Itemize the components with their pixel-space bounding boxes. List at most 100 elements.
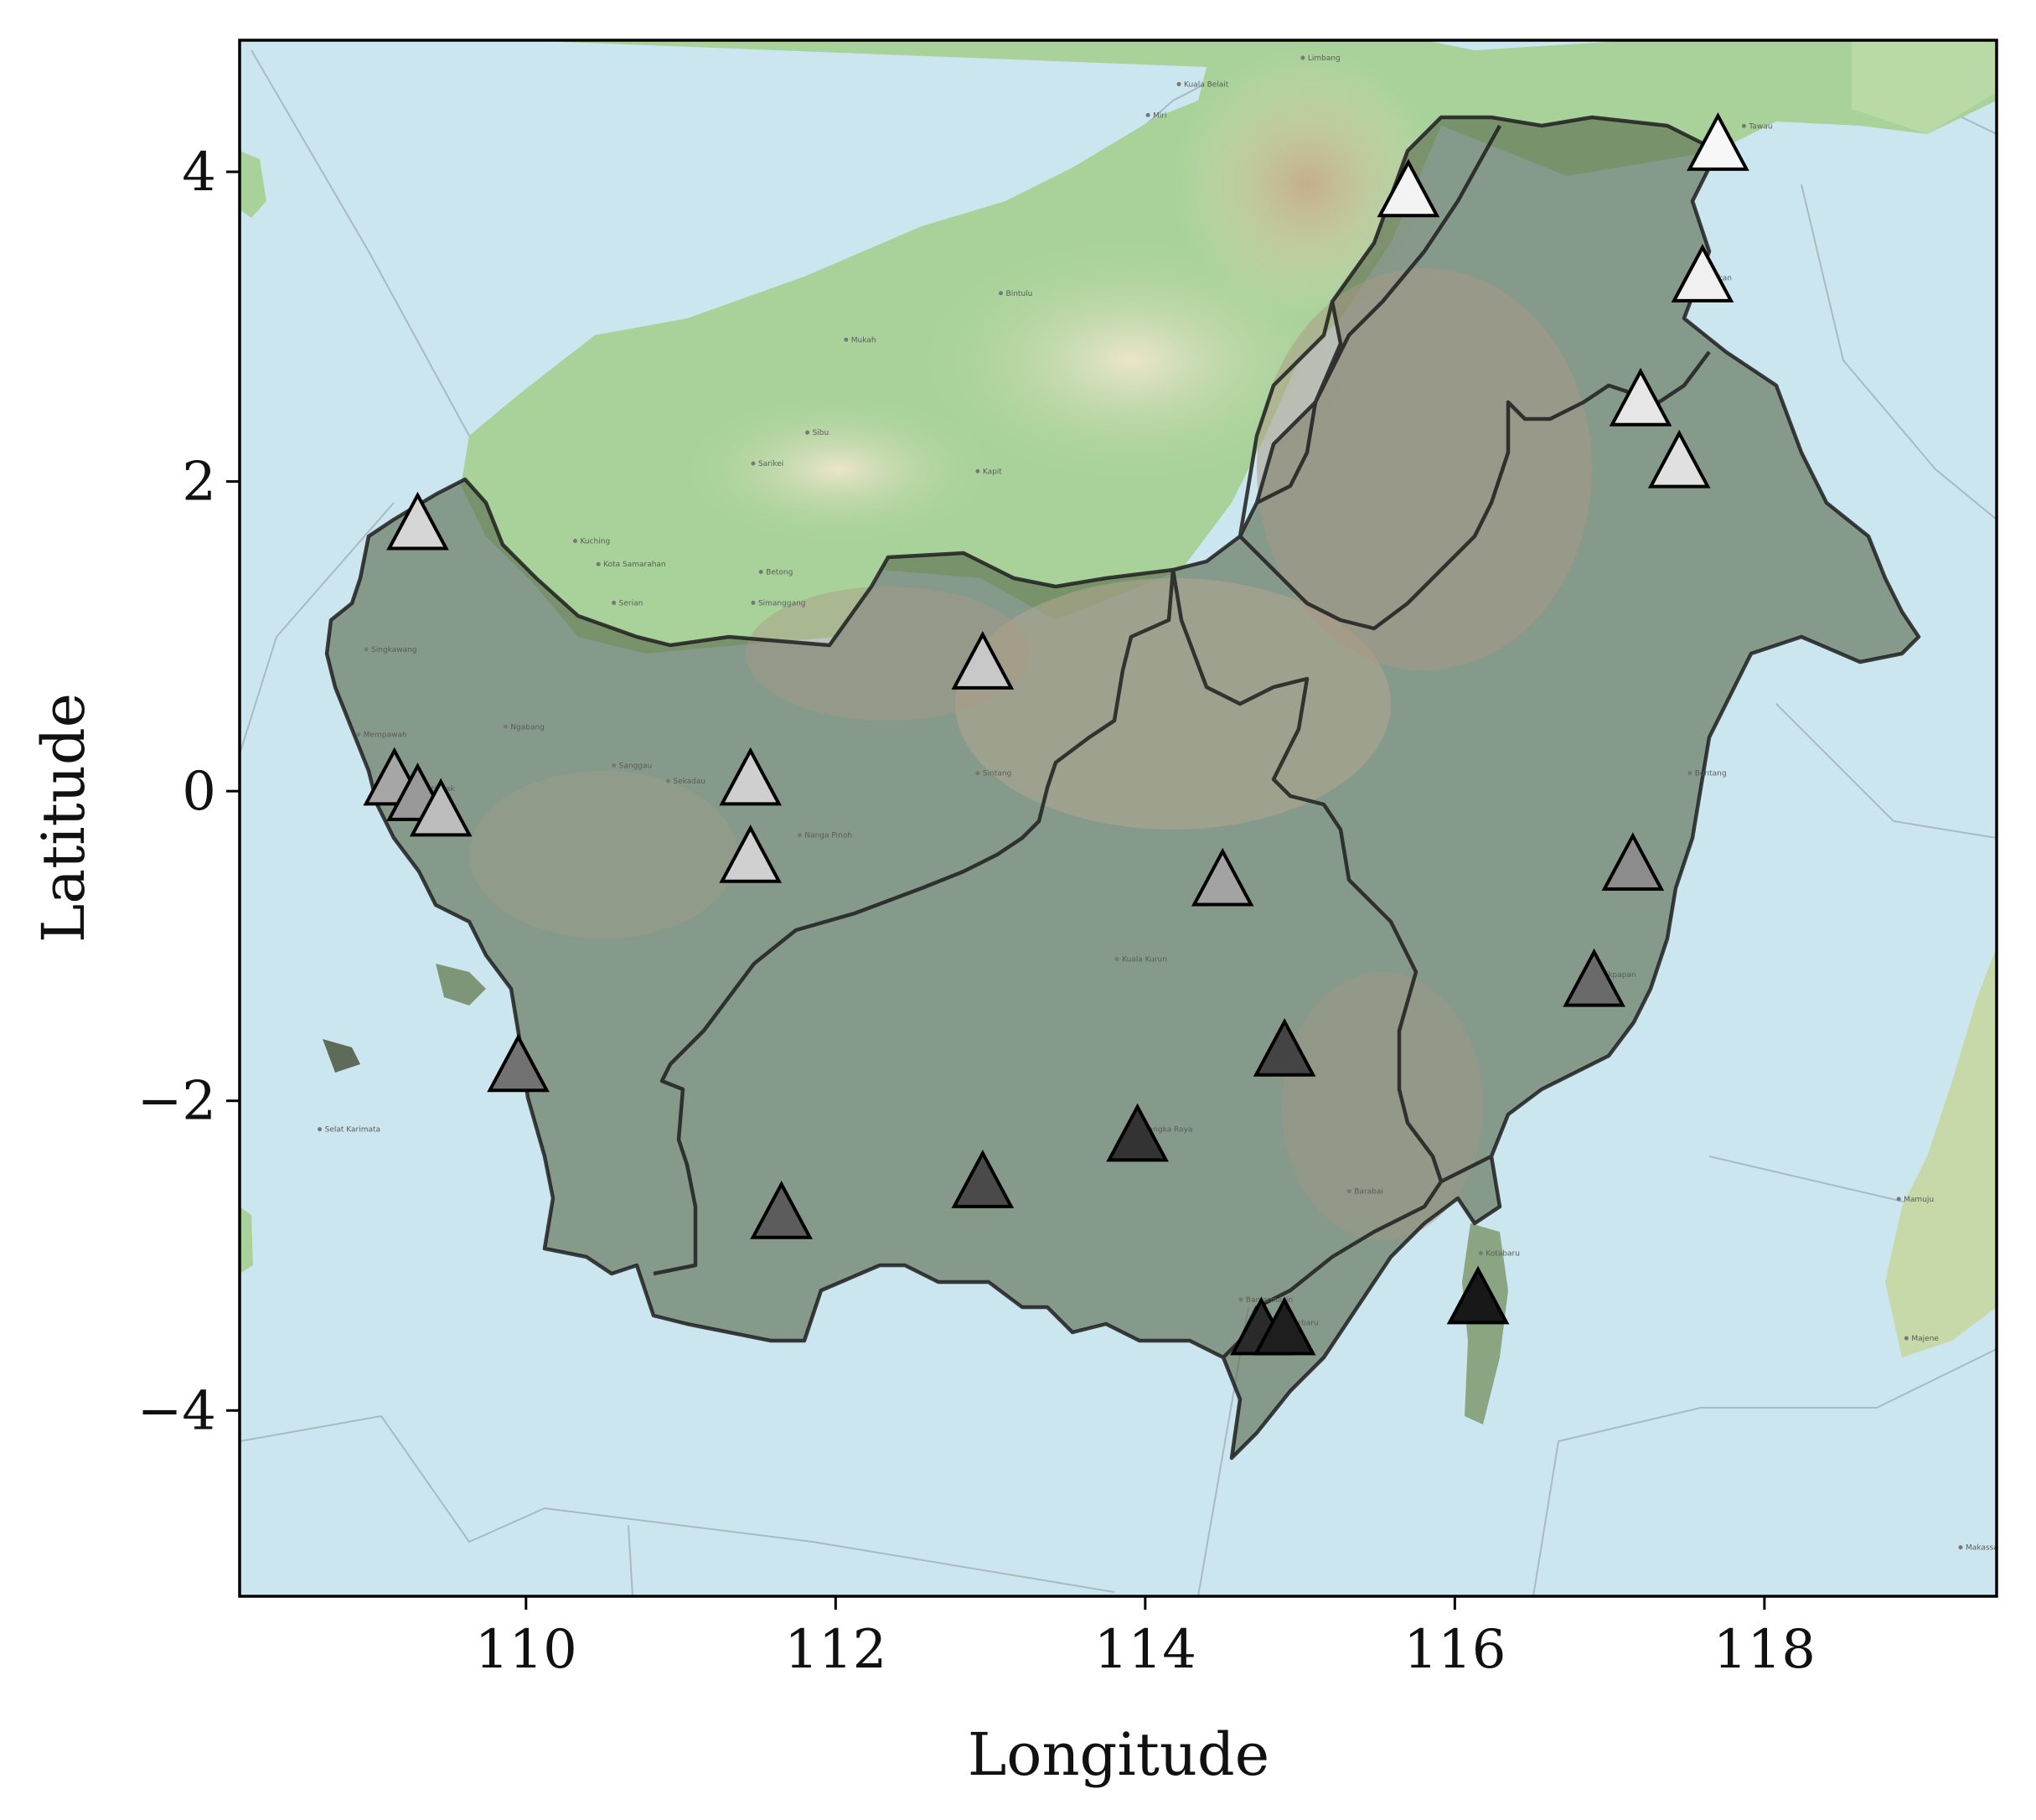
place-dot <box>1687 771 1692 776</box>
place-label: Singkawang <box>371 646 417 654</box>
place-dot <box>1904 1336 1909 1341</box>
sabah-east-land <box>1852 40 1997 134</box>
place-dot <box>1145 112 1150 117</box>
place-label: Makassar <box>1966 1544 2002 1553</box>
x-tick-label: 118 <box>1713 1619 1816 1681</box>
place-label: Nanga Pinoh <box>804 832 852 840</box>
station-marker <box>1687 112 1749 171</box>
place-label: Sarikei <box>758 460 783 468</box>
x-axis: 110 112 114 116 118 <box>475 1596 1816 1681</box>
highland-3 <box>679 394 997 545</box>
place-dot <box>612 600 617 605</box>
place-label: Bintulu <box>1006 290 1033 298</box>
x-tick-label: 110 <box>475 1619 577 1681</box>
place-dot <box>1238 1297 1243 1302</box>
west-island-1 <box>240 151 266 218</box>
place-label: Sibu <box>813 429 829 437</box>
station-marker <box>1106 1103 1169 1162</box>
place-label: Selat Karimata <box>325 1126 380 1135</box>
place-dot <box>797 833 802 838</box>
place-dot <box>975 468 980 473</box>
west-island-2 <box>240 1207 253 1274</box>
place-label: Ngabang <box>510 723 545 732</box>
place-dot <box>1741 123 1746 128</box>
place-dot <box>1176 81 1181 86</box>
place-dot <box>612 763 617 768</box>
place-label: Majene <box>1911 1335 1939 1343</box>
station-marker <box>951 631 1015 690</box>
place-label: Kuala Belait <box>1184 80 1229 89</box>
place-label: Kota Samarahan <box>603 561 666 569</box>
y-tick-label: 0 <box>182 761 216 823</box>
station-marker <box>1191 847 1254 907</box>
place-label: Banjarmasin <box>1246 1296 1293 1305</box>
plot-frame <box>238 39 1998 1598</box>
station-marker <box>1563 948 1625 1007</box>
place-dot <box>758 569 763 574</box>
place-dot <box>318 1127 323 1132</box>
x-tick-label: 112 <box>784 1619 886 1681</box>
station-marker <box>1609 367 1672 427</box>
y-tick-label: −2 <box>137 1071 216 1133</box>
place-dot <box>844 337 849 342</box>
place-dot <box>1896 1197 1901 1202</box>
place-label: Kuching <box>580 538 610 546</box>
place-label: Tawau <box>1748 122 1772 131</box>
station-marker <box>719 747 783 806</box>
y-tick-label: −4 <box>137 1380 216 1442</box>
place-label: Kapit <box>983 468 1002 476</box>
place-label: Serian <box>619 599 643 608</box>
place-dot <box>665 778 670 783</box>
station-marker <box>750 1180 813 1239</box>
place-label: Miri <box>1153 111 1166 120</box>
kalimantan-region <box>323 117 1919 1458</box>
place-label: Kotabaru <box>1486 1249 1520 1258</box>
x-tick-label: 116 <box>1403 1619 1506 1681</box>
place-label: Mukah <box>851 336 876 344</box>
place-dot <box>1300 55 1305 60</box>
station-marker <box>409 778 473 837</box>
place-dot <box>975 771 980 776</box>
sulawesi-land <box>1885 947 1997 1357</box>
place-label: Barabai <box>1354 1188 1383 1197</box>
place-label: Sanggau <box>619 762 653 770</box>
place-dot <box>1478 1250 1483 1255</box>
place-dot <box>751 461 756 466</box>
y-axis: 4 2 0 −2 −4 <box>137 142 240 1442</box>
station-marker <box>1446 1265 1510 1325</box>
place-label: Kuala Kurun <box>1122 955 1167 964</box>
x-tick-label: 114 <box>1094 1619 1196 1681</box>
place-dot <box>572 539 577 544</box>
station-marker <box>386 491 449 551</box>
station-marker <box>1671 244 1734 302</box>
y-axis-label: Latitude <box>29 693 98 943</box>
station-marker <box>1647 429 1711 489</box>
place-dot <box>805 430 810 435</box>
y-tick-label: 4 <box>182 142 216 204</box>
place-label: Balikpapan <box>1594 971 1636 980</box>
x-axis-label: Longitude <box>968 1720 1269 1789</box>
station-marker <box>1601 832 1665 892</box>
station-markers <box>363 112 1749 1356</box>
y-tick-label: 2 <box>182 452 216 514</box>
station-marker <box>1253 1296 1316 1356</box>
station-marker <box>951 1150 1015 1208</box>
place-dot <box>1958 1545 1963 1550</box>
station-marker <box>1253 1017 1316 1077</box>
place-dot <box>364 647 369 652</box>
place-dot <box>999 291 1004 296</box>
place-label: Simanggang <box>758 599 806 608</box>
station-marker <box>487 1033 550 1093</box>
place-label: Sintang <box>983 770 1011 778</box>
place-dot <box>1346 1189 1351 1194</box>
place-dot <box>596 561 601 566</box>
place-dot <box>503 724 508 729</box>
place-label: Limbang <box>1308 54 1341 63</box>
place-label: Bontang <box>1695 770 1727 778</box>
place-label: Betong <box>766 568 793 577</box>
place-label: Mamuju <box>1904 1196 1934 1204</box>
place-dot <box>356 732 361 737</box>
station-marker <box>719 824 783 883</box>
